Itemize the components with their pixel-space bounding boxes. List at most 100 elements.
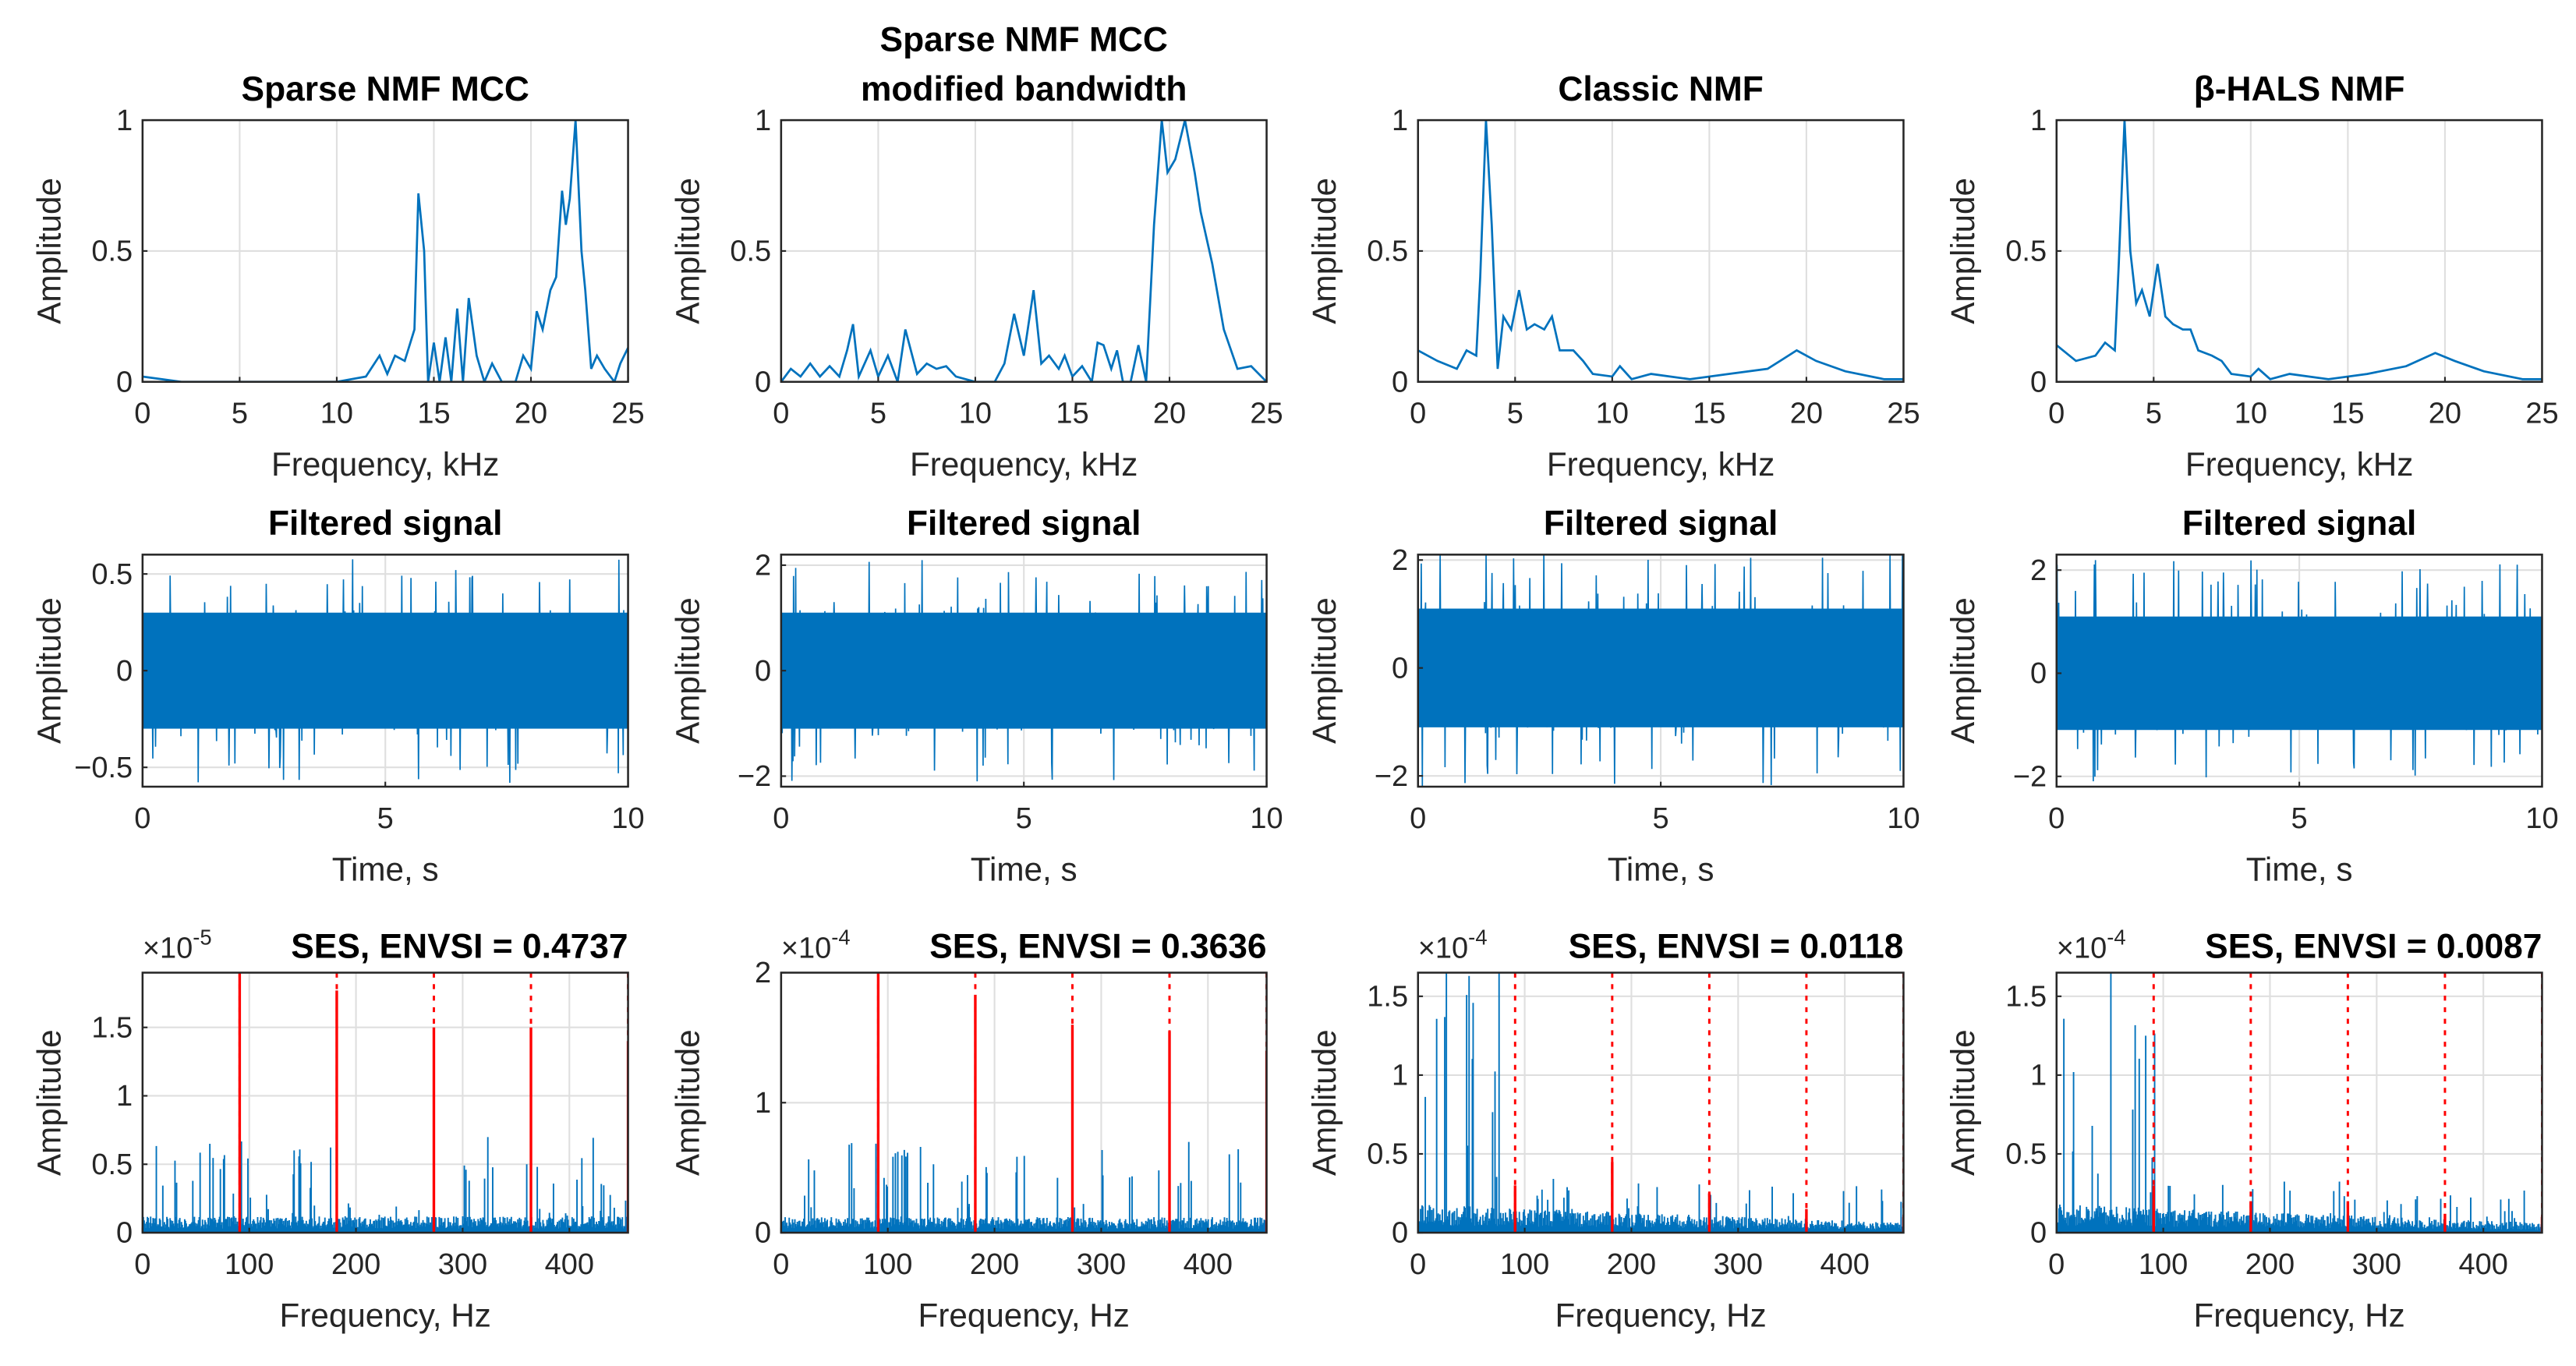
signal-band [1417, 608, 1904, 727]
plot-area [780, 560, 1267, 782]
x-tick-label: 100 [225, 1248, 274, 1281]
x-axis-label: Frequency, Hz [2193, 1297, 2404, 1333]
y-axis-label: Amplitude [669, 1029, 706, 1176]
axes-box [2055, 971, 2543, 1234]
y-axis-label: Amplitude [1944, 1029, 1981, 1176]
exponent-label: ×10-4 [2057, 925, 2126, 965]
x-tick-label: 0 [2048, 397, 2065, 430]
x-tick-label: 5 [1016, 802, 1032, 835]
y-tick-label: 0.5 [730, 235, 771, 268]
y-tick-label: 0.5 [2005, 235, 2047, 268]
x-tick-label: 10 [2235, 397, 2267, 430]
x-tick-label: 20 [1790, 397, 1823, 430]
subplot-title: Classic NMF [1558, 70, 1764, 108]
plot-area [1417, 554, 1904, 787]
subplot-ses-3: 0 100 200 300 400 0 0.5 1 1.5 Frequency, Hz Amplit… [1306, 925, 1905, 1333]
x-tick-label: 400 [2458, 1248, 2507, 1281]
y-axis-label: Amplitude [1306, 1029, 1343, 1176]
subplot-spectrum-2: 0 5 10 15 20 25 0 0.5 1 Frequency, kHz Amplitude Sp… [669, 20, 1283, 483]
subplot-ses-1: 0 100 200 300 400 0 0.5 1 1.5 Frequency, Hz Amplit… [30, 925, 629, 1333]
y-tick-label: 0.5 [91, 235, 133, 268]
exponent-base: ×10 [143, 932, 193, 965]
subplot-title: Filtered signal [268, 504, 502, 543]
y-tick-label: 0.5 [1367, 1138, 1408, 1171]
y-axis-label: Amplitude [30, 178, 67, 324]
x-tick-label: 25 [1250, 397, 1283, 430]
subplot-spectrum-3: 0 5 10 15 20 25 0 0.5 1 Frequency, kHz Amplitude Cl… [1306, 70, 1920, 483]
spectrum-line [142, 120, 628, 382]
x-axis-label: Time, s [2246, 851, 2353, 887]
x-tick-label: 200 [2245, 1248, 2295, 1281]
x-axis-label: Frequency, Hz [1555, 1297, 1766, 1333]
exponent-power: -4 [2107, 925, 2125, 950]
ses-spectrum [2056, 972, 2542, 1233]
y-tick-label: 0 [116, 366, 133, 398]
signal-band [2056, 616, 2542, 731]
x-tick-label: 20 [2429, 397, 2461, 430]
x-tick-label: 10 [959, 397, 992, 430]
x-tick-label: 200 [1607, 1248, 1656, 1281]
y-tick-label: 2 [755, 550, 771, 582]
subplot-title: Filtered signal [907, 504, 1141, 543]
exponent-label: ×10-4 [781, 925, 851, 965]
y-tick-label: 0 [116, 655, 133, 688]
subplot-title: Sparse NMF MCC [880, 20, 1168, 58]
x-tick-label: 300 [438, 1248, 487, 1281]
x-tick-label: 25 [1887, 397, 1920, 430]
y-tick-label: 1 [755, 104, 771, 137]
y-tick-label: 2 [755, 957, 771, 989]
y-tick-label: 0 [755, 655, 771, 688]
x-tick-label: 300 [1714, 1248, 1763, 1281]
x-axis-label: Frequency, kHz [2185, 446, 2413, 483]
spectrum-line [780, 120, 1267, 382]
plot-area [1417, 972, 1904, 1233]
x-tick-label: 15 [2331, 397, 2364, 430]
subplot-title: SES, ENVSI = 0.0087 [2205, 928, 2542, 966]
plot-area [142, 972, 628, 1233]
x-tick-label: 25 [611, 397, 644, 430]
subplot-title: modified bandwidth [861, 70, 1187, 108]
signal-band [780, 612, 1267, 729]
signal-band [142, 612, 628, 729]
x-axis-label: Frequency, Hz [918, 1297, 1130, 1333]
x-tick-label: 0 [2048, 802, 2065, 835]
x-tick-label: 15 [417, 397, 450, 430]
subplot-title: SES, ENVSI = 0.0118 [1569, 928, 1904, 966]
y-tick-label: −2 [738, 760, 771, 793]
x-axis-label: Time, s [332, 851, 439, 887]
y-tick-label: 1 [755, 1087, 771, 1120]
subplot-title: SES, ENVSI = 0.3636 [929, 928, 1266, 966]
x-tick-label: 0 [134, 397, 150, 430]
y-tick-label: 1.5 [1367, 980, 1408, 1013]
ses-spectrum [780, 1141, 1267, 1233]
x-tick-label: 10 [2525, 802, 2558, 835]
x-tick-label: 5 [1507, 397, 1523, 430]
axes-box [1417, 971, 1905, 1234]
y-tick-label: 0 [1392, 366, 1408, 398]
x-tick-label: 5 [870, 397, 886, 430]
exponent-base: ×10 [781, 932, 831, 965]
y-axis-label: Amplitude [1306, 178, 1343, 324]
x-tick-label: 10 [611, 802, 644, 835]
y-tick-label: 1 [116, 1080, 133, 1113]
x-tick-label: 5 [2146, 397, 2162, 430]
y-tick-label: 1 [2030, 104, 2047, 137]
exponent-label: ×10-5 [143, 925, 212, 965]
subplot-ses-2: 0 100 200 300 400 0 1 2 Frequency, Hz Amplitude SE… [669, 925, 1268, 1333]
plot-area [2056, 120, 2542, 380]
y-tick-label: 2 [1392, 544, 1408, 577]
y-tick-label: 0 [116, 1217, 133, 1250]
x-tick-label: 300 [2352, 1248, 2401, 1281]
subplot-title: Filtered signal [2182, 504, 2416, 543]
x-tick-label: 0 [1410, 802, 1426, 835]
x-tick-label: 300 [1077, 1248, 1126, 1281]
y-axis-label: Amplitude [669, 178, 706, 324]
x-tick-label: 0 [773, 802, 789, 835]
x-tick-label: 20 [1153, 397, 1186, 430]
y-tick-label: 0 [1392, 652, 1408, 685]
subplot-title: SES, ENVSI = 0.4737 [291, 928, 628, 966]
y-tick-label: 1 [116, 104, 133, 137]
